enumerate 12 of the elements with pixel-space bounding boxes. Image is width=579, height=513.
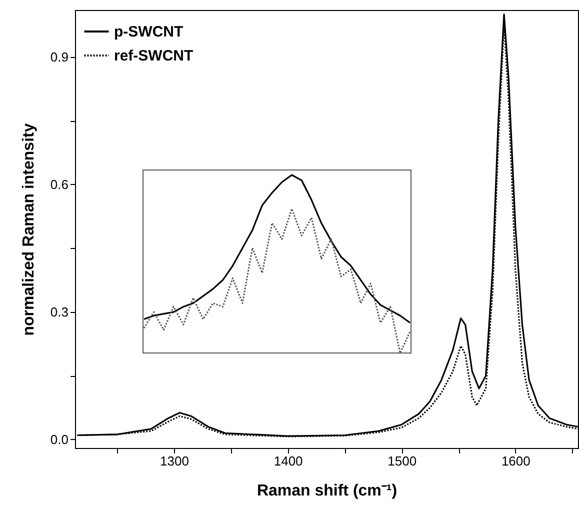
x-tick-label: 1300 bbox=[160, 454, 189, 468]
x-tick-label: 1500 bbox=[388, 454, 417, 468]
x-axis-title: Raman shift (cm⁻¹) bbox=[256, 482, 398, 500]
y-tick-label: 0.9 bbox=[50, 49, 68, 64]
x-tick-label: 1600 bbox=[501, 454, 530, 468]
legend-label: p-SWCNT bbox=[114, 24, 184, 40]
y-tick-label: 0.0 bbox=[50, 432, 68, 447]
x-tick-label: 1400 bbox=[274, 454, 303, 468]
y-tick-label: 0.6 bbox=[50, 176, 68, 192]
y-tick-label: 0.3 bbox=[50, 304, 68, 320]
legend-label: ref-SWCNT bbox=[114, 48, 194, 64]
y-axis-title: normalized Raman intensity bbox=[20, 123, 38, 336]
